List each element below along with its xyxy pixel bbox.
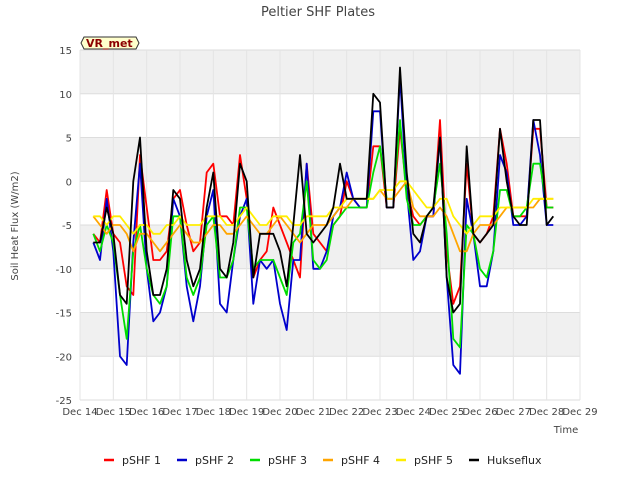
y-tick-label: -25 bbox=[56, 396, 72, 407]
series-lines bbox=[92, 66, 555, 375]
x-tick-label: Dec 16 bbox=[129, 407, 164, 418]
y-tick-label: -15 bbox=[56, 309, 72, 320]
x-tick-label: Dec 29 bbox=[562, 407, 597, 418]
y-axis: -25 -20 -15 -10 -5 0 5 10 15 bbox=[56, 46, 72, 407]
y-tick-label: 5 bbox=[66, 134, 72, 145]
legend-label-pshf-5: pSHF 5 bbox=[414, 454, 453, 467]
legend-label-pshf-3: pSHF 3 bbox=[268, 454, 307, 467]
x-tick-label: Dec 14 bbox=[62, 407, 97, 418]
vr-met-badge: VR_met bbox=[80, 36, 140, 50]
x-tick-label: Dec 21 bbox=[296, 407, 331, 418]
y-axis-title: Soil Heat Flux (W/m2) bbox=[10, 171, 21, 280]
plot-band bbox=[80, 312, 580, 357]
legend-label-hukseflux: Hukseflux bbox=[487, 454, 542, 467]
legend: pSHF 1 pSHF 2 pSHF 3 pSHF 4 pSHF 5 Hukseflux bbox=[104, 454, 542, 467]
x-tick-label: Dec 23 bbox=[362, 407, 397, 418]
x-axis-title: Time bbox=[553, 425, 578, 436]
x-tick-label: Dec 17 bbox=[162, 407, 197, 418]
y-tick-label: 0 bbox=[66, 177, 72, 188]
x-tick-label: Dec 15 bbox=[96, 407, 131, 418]
legend-label-pshf-1: pSHF 1 bbox=[122, 454, 161, 467]
x-tick-label: Dec 18 bbox=[196, 407, 231, 418]
y-tick-label: 15 bbox=[59, 46, 72, 57]
x-tick-label: Dec 25 bbox=[429, 407, 464, 418]
legend-label-pshf-2: pSHF 2 bbox=[195, 454, 234, 467]
y-tick-label: -10 bbox=[56, 265, 72, 276]
series-line-hukseflux bbox=[93, 66, 555, 314]
x-tick-label: Dec 24 bbox=[396, 407, 431, 418]
y-tick-label: -5 bbox=[62, 221, 72, 232]
chart-title: Peltier SHF Plates bbox=[261, 5, 375, 20]
plot-band bbox=[80, 50, 580, 94]
x-tick-label: Dec 20 bbox=[262, 407, 297, 418]
y-tick-label: -20 bbox=[56, 352, 72, 363]
x-tick-label: Dec 27 bbox=[496, 407, 531, 418]
x-tick-label: Dec 26 bbox=[462, 407, 497, 418]
x-tick-label: Dec 28 bbox=[529, 407, 564, 418]
x-tick-label: Dec 19 bbox=[229, 407, 264, 418]
series-line-pshf-3 bbox=[92, 119, 554, 349]
y-tick-label: 10 bbox=[59, 90, 72, 101]
legend-label-pshf-4: pSHF 4 bbox=[341, 454, 380, 467]
x-tick-label: Dec 22 bbox=[329, 407, 364, 418]
badge-label: VR_met bbox=[86, 37, 133, 50]
